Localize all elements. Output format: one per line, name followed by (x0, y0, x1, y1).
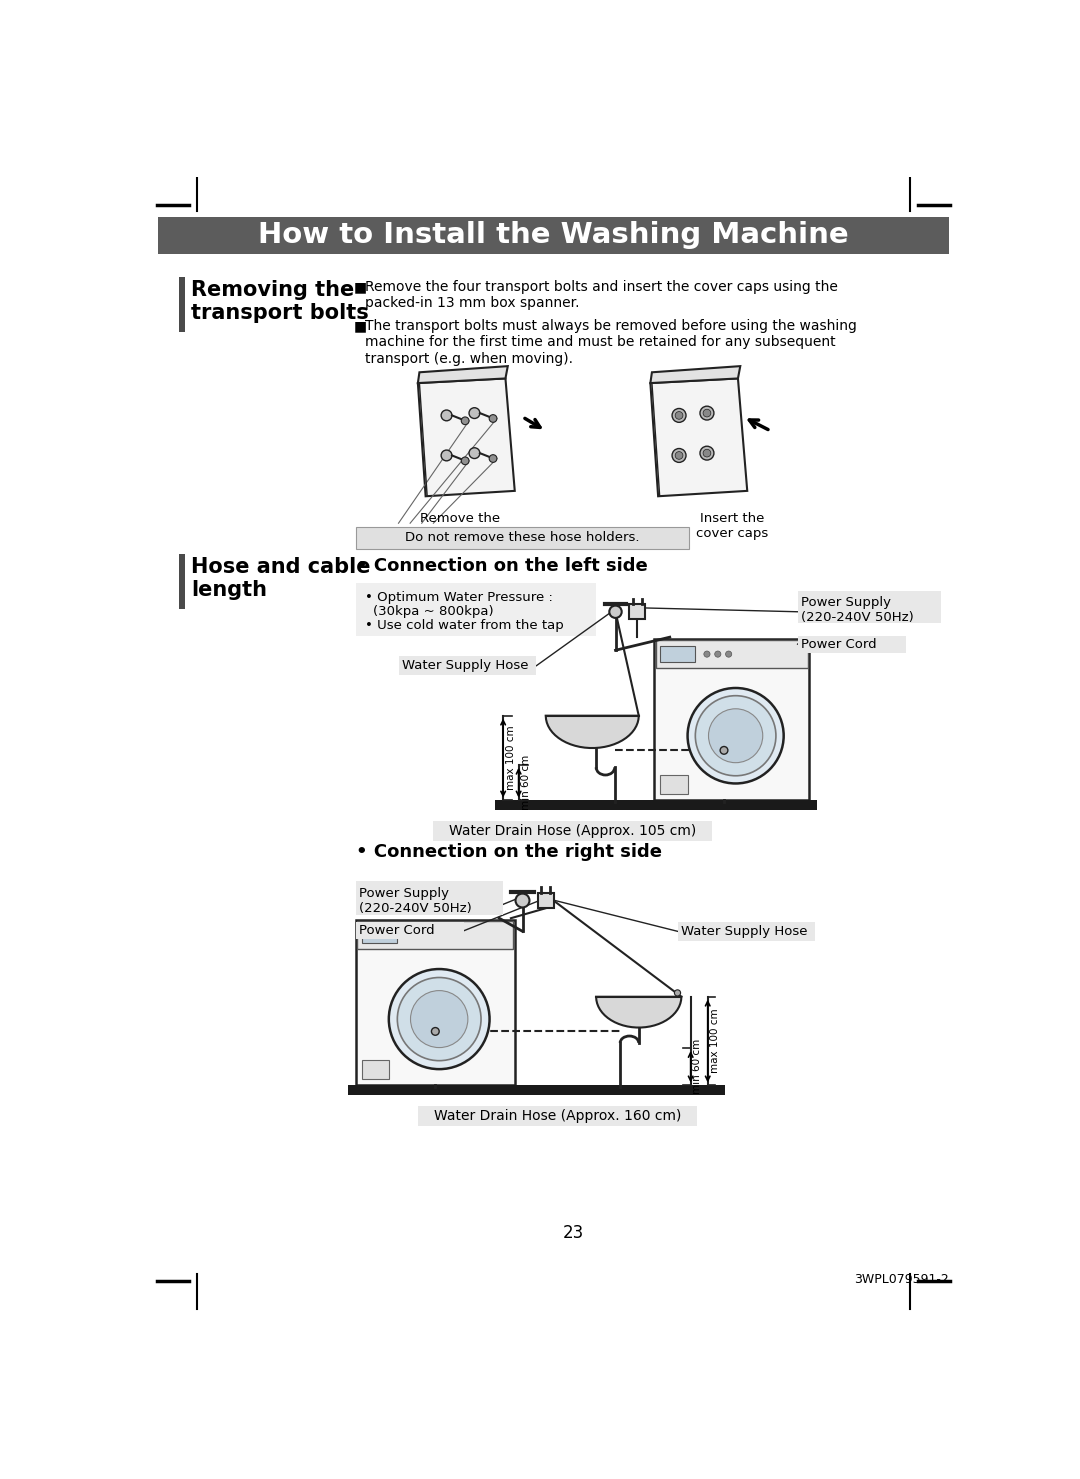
Bar (356, 583, 596, 636)
Text: Do not remove these hose holders.: Do not remove these hose holders. (405, 531, 639, 544)
Bar (159, 217, 948, 254)
Polygon shape (418, 379, 515, 497)
Polygon shape (650, 379, 747, 497)
Text: How to Install the Washing Machine: How to Install the Washing Machine (258, 222, 849, 250)
Text: Removing the
transport bolts: Removing the transport bolts (191, 280, 368, 322)
Text: Water Drain Hose (Approx. 105 cm): Water Drain Hose (Approx. 105 cm) (449, 824, 697, 839)
Text: 23: 23 (563, 1225, 583, 1242)
Text: 3WPL079591-2: 3WPL079591-2 (854, 1272, 948, 1285)
Text: • Optimum Water Pressure :: • Optimum Water Pressure : (365, 592, 553, 603)
Bar (179, 555, 185, 609)
Bar (418, 1106, 697, 1126)
Circle shape (469, 408, 480, 419)
Bar (630, 603, 645, 620)
Circle shape (726, 651, 732, 657)
Text: Power Supply
(220-240V 50Hz): Power Supply (220-240V 50Hz) (800, 596, 914, 624)
Text: ■: ■ (353, 280, 367, 294)
Circle shape (441, 410, 451, 422)
Circle shape (461, 457, 469, 464)
Circle shape (489, 414, 497, 423)
Bar (362, 927, 397, 942)
Bar (356, 920, 515, 1086)
Circle shape (703, 410, 711, 417)
Circle shape (405, 932, 411, 938)
Text: min 60 cm: min 60 cm (692, 1040, 702, 1094)
Bar (399, 657, 537, 674)
Text: Water Drain Hose (Approx. 160 cm): Water Drain Hose (Approx. 160 cm) (434, 1109, 681, 1123)
Circle shape (431, 1028, 440, 1035)
Text: Hose and cable
length: Hose and cable length (191, 558, 370, 600)
Circle shape (704, 651, 710, 657)
Text: max 100 cm: max 100 cm (711, 1009, 720, 1074)
Circle shape (389, 969, 489, 1069)
Circle shape (700, 407, 714, 420)
Text: ■: ■ (353, 319, 367, 333)
Bar (356, 527, 689, 549)
Circle shape (672, 448, 686, 463)
Bar (356, 881, 503, 916)
Polygon shape (596, 997, 681, 1028)
Text: • Connection on the left side: • Connection on the left side (356, 558, 648, 575)
Circle shape (397, 978, 481, 1060)
Circle shape (461, 417, 469, 424)
Bar (661, 646, 696, 661)
Circle shape (720, 747, 728, 754)
Circle shape (410, 991, 468, 1047)
Circle shape (675, 411, 683, 419)
Circle shape (674, 989, 680, 995)
Text: Power Cord: Power Cord (800, 637, 876, 651)
Circle shape (696, 695, 775, 776)
Text: Power Supply
(220-240V 50Hz): Power Supply (220-240V 50Hz) (359, 887, 472, 916)
Bar (654, 639, 809, 800)
Circle shape (688, 688, 784, 784)
Text: Insert the
cover caps: Insert the cover caps (696, 512, 768, 540)
Bar (677, 921, 815, 941)
Bar (661, 775, 688, 794)
Circle shape (715, 651, 721, 657)
Polygon shape (650, 367, 740, 383)
Bar (798, 592, 941, 623)
Circle shape (441, 450, 451, 461)
Circle shape (428, 932, 433, 938)
Circle shape (700, 447, 714, 460)
Text: Power Cord: Power Cord (359, 924, 434, 938)
Text: Remove the
transport bolts: Remove the transport bolts (411, 512, 510, 540)
Text: • Connection on the right side: • Connection on the right side (356, 843, 662, 861)
Text: min 60 cm: min 60 cm (522, 754, 531, 810)
Bar (798, 636, 906, 652)
Circle shape (416, 932, 422, 938)
Bar (348, 1086, 725, 1094)
Text: The transport bolts must always be removed before using the washing
machine for : The transport bolts must always be remov… (365, 319, 858, 365)
Bar (433, 821, 713, 842)
Text: max 100 cm: max 100 cm (505, 726, 516, 790)
Circle shape (515, 893, 529, 908)
Polygon shape (545, 716, 638, 748)
Circle shape (489, 454, 497, 463)
Bar (496, 800, 816, 809)
Bar (362, 1060, 389, 1080)
Bar (656, 640, 808, 669)
Bar (357, 921, 513, 950)
Polygon shape (418, 367, 508, 383)
Bar (538, 893, 554, 908)
Text: • Use cold water from the tap: • Use cold water from the tap (365, 618, 564, 632)
Bar (356, 921, 464, 939)
Text: Water Supply Hose: Water Supply Hose (402, 660, 528, 671)
Circle shape (469, 448, 480, 458)
Circle shape (703, 450, 711, 457)
Bar (179, 277, 185, 333)
Circle shape (708, 708, 762, 763)
Circle shape (675, 451, 683, 460)
Circle shape (609, 605, 622, 618)
Text: (30kpa ~ 800kpa): (30kpa ~ 800kpa) (373, 605, 494, 618)
Circle shape (672, 408, 686, 423)
Text: Water Supply Hose: Water Supply Hose (680, 924, 807, 938)
Text: Remove the four transport bolts and insert the cover caps using the
packed-in 13: Remove the four transport bolts and inse… (365, 280, 838, 311)
